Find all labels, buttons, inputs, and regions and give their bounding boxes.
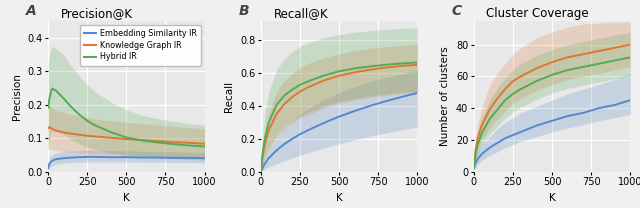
X-axis label: K: K bbox=[336, 193, 342, 203]
Text: Cluster Coverage: Cluster Coverage bbox=[486, 7, 589, 20]
Text: Recall@K: Recall@K bbox=[273, 7, 328, 20]
Text: A: A bbox=[26, 4, 37, 18]
Text: Precision@K: Precision@K bbox=[61, 7, 132, 20]
Y-axis label: Recall: Recall bbox=[225, 81, 234, 112]
Y-axis label: Number of clusters: Number of clusters bbox=[440, 46, 451, 146]
Text: C: C bbox=[452, 4, 462, 18]
Y-axis label: Precision: Precision bbox=[12, 73, 22, 120]
Legend: Embedding Similarity IR, Knowledge Graph IR, Hybrid IR: Embedding Similarity IR, Knowledge Graph… bbox=[80, 25, 200, 66]
X-axis label: K: K bbox=[548, 193, 556, 203]
X-axis label: K: K bbox=[123, 193, 130, 203]
Text: B: B bbox=[239, 4, 250, 18]
